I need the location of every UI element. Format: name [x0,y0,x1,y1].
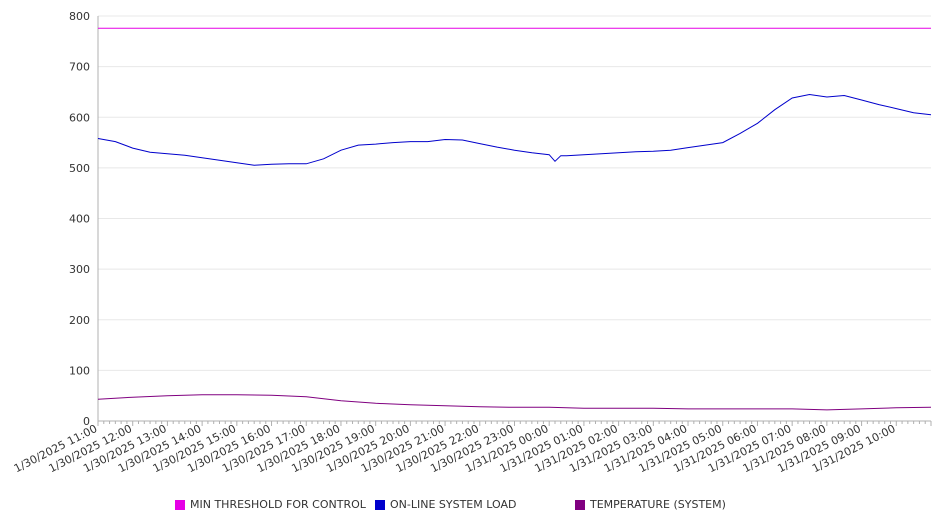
legend-swatch-temperature-system [575,499,585,510]
legend-item-min-threshold[interactable]: MIN THRESHOLD FOR CONTROL [175,498,366,511]
legend-item-temperature-system[interactable]: TEMPERATURE (SYSTEM) [575,498,726,511]
y-tick-label: 500 [69,162,90,175]
y-tick-label: 200 [69,314,90,327]
legend: MIN THRESHOLD FOR CONTROL ON-LINE SYSTEM… [0,498,946,514]
y-axis-ticks: 0 100 200 300 400 500 600 700 800 [69,10,90,428]
y-tick-label: 0 [83,415,90,428]
y-tick-label: 800 [69,10,90,23]
legend-label-online-system-load: ON-LINE SYSTEM LOAD [390,498,517,511]
legend-swatch-min-threshold [175,499,185,510]
y-tick-label: 100 [69,364,90,377]
gridlines [98,15,931,371]
series-line-2 [97,394,932,411]
legend-swatch-online-system-load [375,499,385,510]
legend-label-temperature-system: TEMPERATURE (SYSTEM) [590,498,726,511]
axes [97,16,932,426]
y-tick-label: 400 [69,213,90,226]
series-line-1 [97,93,932,166]
y-tick-label: 600 [69,111,90,124]
series-lines [97,27,932,411]
y-tick-label: 300 [69,263,90,276]
legend-label-min-threshold: MIN THRESHOLD FOR CONTROL [190,498,366,511]
y-tick-label: 700 [69,61,90,74]
x-axis-ticks: 1/30/2025 11:001/30/2025 12:001/30/2025 … [12,422,898,475]
legend-item-online-system-load[interactable]: ON-LINE SYSTEM LOAD [375,498,516,511]
